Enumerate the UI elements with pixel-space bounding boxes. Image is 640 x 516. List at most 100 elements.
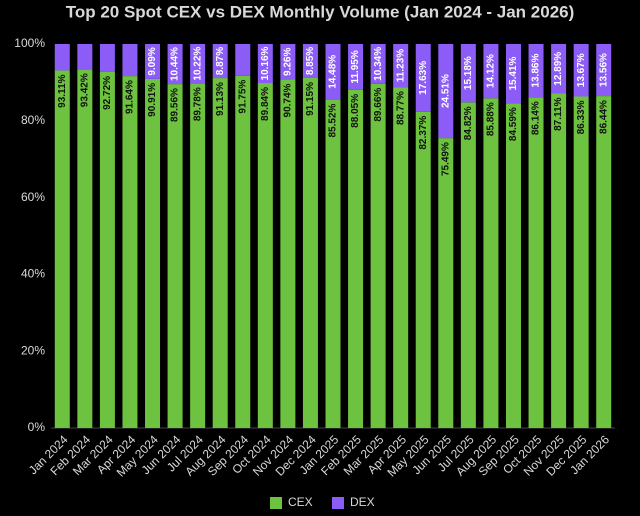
value-label: 86.44% — [598, 100, 609, 134]
value-label: 89.66% — [373, 88, 384, 122]
bar-segment — [280, 79, 296, 428]
bar-segment — [370, 83, 386, 428]
bar-segment — [438, 44, 454, 139]
bar-segment — [348, 89, 364, 428]
bar-segment — [596, 44, 612, 97]
value-label: 84.59% — [508, 107, 519, 141]
y-tick-label: 60% — [21, 190, 45, 204]
value-label: 15.41% — [508, 57, 519, 91]
bar-segment — [212, 44, 228, 79]
value-label: 11.23% — [395, 49, 406, 82]
bar-segment — [235, 44, 251, 76]
bar-segment — [438, 138, 454, 428]
bar-segment — [280, 44, 296, 80]
value-label: 24.51% — [440, 74, 451, 108]
value-label: 9.26% — [283, 47, 294, 75]
value-label: 90.74% — [283, 83, 294, 117]
bar-segment — [54, 44, 70, 71]
y-tick-label: 0% — [28, 420, 46, 434]
bar-segment — [122, 44, 138, 77]
bar-segment — [415, 44, 431, 112]
bar-segment — [325, 99, 341, 428]
y-tick-label: 40% — [21, 267, 45, 281]
value-label: 88.77% — [395, 91, 406, 125]
bar-segment — [551, 44, 567, 94]
value-label: 89.78% — [192, 87, 203, 121]
value-label: 90.91% — [147, 83, 158, 117]
value-label: 85.88% — [486, 102, 497, 136]
value-label: 86.14% — [531, 101, 542, 135]
bar-segment — [348, 44, 364, 90]
bar-segment — [77, 69, 93, 428]
value-label: 17.63% — [418, 61, 429, 95]
value-label: 91.15% — [305, 82, 316, 116]
value-label: 11.95% — [350, 50, 361, 83]
bar-segment — [122, 76, 138, 428]
value-label: 87.11% — [553, 97, 564, 130]
bar-segment — [99, 44, 115, 72]
y-tick-label: 20% — [21, 343, 45, 357]
legend-swatch — [332, 497, 344, 509]
value-label: 10.22% — [192, 47, 203, 81]
bar-segment — [573, 96, 589, 428]
bar-segment — [190, 83, 206, 428]
bar-segment — [145, 78, 161, 428]
value-label: 10.16% — [260, 46, 271, 80]
bar-segment — [325, 44, 341, 100]
bar-segment — [212, 78, 228, 429]
value-label: 88.05% — [350, 94, 361, 128]
bar-segment — [167, 44, 183, 85]
bar-segment — [167, 84, 183, 428]
bar-segment — [190, 44, 206, 84]
bar-segment — [483, 44, 499, 99]
value-label: 93.11% — [57, 74, 68, 107]
bar-segment — [302, 77, 318, 428]
value-label: 84.82% — [463, 106, 474, 140]
value-label: 13.86% — [531, 54, 542, 88]
bar-segment — [528, 97, 544, 428]
y-tick-label: 100% — [14, 36, 45, 50]
bar-segment — [145, 44, 161, 79]
bar-segment — [235, 75, 251, 429]
value-label: 10.34% — [373, 47, 384, 81]
bar-segment — [505, 103, 521, 428]
bar-segment — [54, 70, 70, 428]
value-label: 14.12% — [486, 54, 497, 88]
value-label: 10.44% — [170, 47, 181, 81]
bar-segment — [99, 71, 115, 428]
value-label: 15.18% — [463, 56, 474, 90]
bar-segment — [460, 102, 476, 428]
value-label: 9.09% — [147, 47, 158, 75]
bar-segment — [257, 44, 273, 84]
bar-segment — [460, 44, 476, 103]
value-label: 93.42% — [79, 73, 90, 107]
chart-title: Top 20 Spot CEX vs DEX Monthly Volume (J… — [66, 2, 575, 21]
value-label: 14.48% — [328, 55, 339, 89]
bar-segment — [528, 44, 544, 98]
value-label: 91.13% — [215, 82, 226, 116]
value-label: 13.56% — [598, 53, 609, 87]
bar-segment — [257, 83, 273, 428]
value-label: 92.72% — [102, 76, 113, 110]
value-label: 85.52% — [328, 104, 339, 138]
value-label: 82.37% — [418, 116, 429, 150]
bar-segment — [596, 96, 612, 428]
value-label: 8.87% — [215, 47, 226, 75]
value-label: 8.85% — [305, 47, 316, 75]
bar-segment — [505, 44, 521, 104]
legend-label: DEX — [350, 495, 375, 509]
legend-swatch — [270, 497, 282, 509]
value-label: 12.89% — [553, 52, 564, 86]
value-label: 13.67% — [576, 53, 587, 87]
bar-segment — [551, 93, 567, 429]
bar-segment — [393, 44, 409, 88]
value-label: 91.75% — [237, 80, 248, 114]
bar-segment — [573, 44, 589, 97]
bar-segment — [483, 98, 499, 429]
value-label: 91.64% — [125, 80, 136, 114]
value-label: 75.49% — [440, 142, 451, 176]
bar-segment — [393, 87, 409, 428]
bar-segment — [302, 44, 318, 78]
